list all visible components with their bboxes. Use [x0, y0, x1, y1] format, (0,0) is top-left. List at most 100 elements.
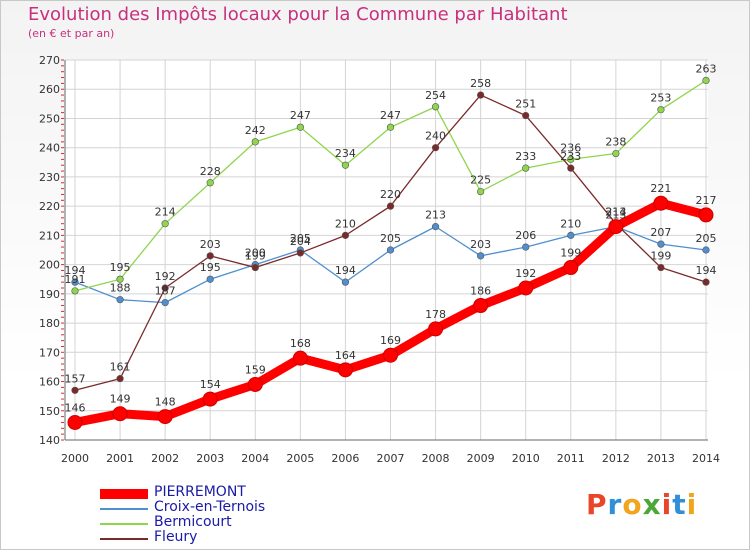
data-label: 258 [470, 77, 491, 90]
data-label: 194 [335, 264, 356, 277]
x-tick-label: 2005 [286, 452, 314, 465]
data-label: 240 [425, 130, 446, 143]
data-label: 210 [335, 217, 356, 230]
data-label: 203 [470, 238, 491, 251]
data-label: 192 [155, 270, 176, 283]
y-tick-label: 140 [39, 434, 60, 447]
legend-swatch-croix-en-ternois [100, 508, 148, 510]
x-tick-label: 2012 [602, 452, 630, 465]
data-point [292, 350, 308, 366]
data-point [251, 138, 259, 146]
data-point [612, 149, 620, 158]
data-point [702, 246, 710, 254]
data-label: 186 [470, 285, 491, 298]
data-label: 233 [560, 150, 581, 163]
data-label: 161 [110, 361, 131, 374]
data-point [522, 111, 530, 120]
y-tick-label: 210 [39, 229, 60, 242]
data-label: 199 [650, 250, 671, 263]
data-point [337, 362, 353, 378]
data-label: 251 [515, 98, 536, 111]
y-tick-label: 150 [39, 405, 60, 418]
legend-swatch-pierremont [100, 489, 148, 499]
data-point [428, 321, 444, 337]
data-point [477, 91, 485, 99]
data-label: 199 [245, 250, 266, 263]
data-point [608, 219, 624, 235]
data-label: 213 [605, 209, 626, 222]
gridlines [65, 59, 708, 441]
data-label: 233 [515, 150, 536, 163]
data-label: 157 [65, 372, 86, 385]
data-label: 247 [290, 109, 311, 122]
data-point [477, 252, 485, 260]
data-point [161, 299, 169, 307]
data-point [477, 187, 485, 196]
data-point [383, 347, 398, 363]
legend-label-pierremont: PIERREMONT [154, 484, 246, 500]
logo-letter: t [672, 488, 687, 521]
data-point [67, 414, 83, 430]
data-point [112, 406, 128, 422]
x-tick-label: 2010 [512, 452, 540, 465]
data-label: 154 [200, 378, 221, 391]
data-point [518, 280, 534, 296]
data-label: 242 [245, 124, 266, 137]
data-point [473, 298, 489, 314]
data-point [202, 391, 218, 407]
data-point [116, 296, 124, 304]
plot-area [65, 60, 708, 440]
data-point [386, 202, 395, 210]
data-point [71, 287, 79, 295]
x-tick-label: 2002 [151, 452, 179, 465]
data-point [116, 375, 124, 383]
y-tick-label: 250 [39, 112, 60, 125]
data-point [116, 275, 124, 283]
data-point [567, 164, 575, 172]
data-label: 254 [425, 89, 446, 102]
data-point [71, 386, 79, 394]
y-tick-label: 200 [39, 259, 60, 272]
data-label: 187 [155, 285, 176, 298]
data-point [657, 240, 665, 248]
x-tick-label: 2003 [196, 452, 224, 465]
proxiti-logo: Proxiti [586, 488, 697, 521]
data-label: 192 [515, 267, 536, 280]
legend-label-bermicourt: Bermicourt [154, 514, 232, 530]
data-label: 210 [560, 217, 581, 230]
logo-letter: i [661, 488, 673, 521]
data-point [657, 106, 665, 114]
data-label: 195 [200, 261, 221, 274]
data-point [341, 231, 350, 239]
data-point [522, 164, 530, 172]
x-tick-label: 2007 [377, 452, 405, 465]
data-point [341, 278, 350, 286]
y-tick-label: 180 [39, 317, 60, 330]
data-label: 168 [290, 337, 311, 350]
data-label: 169 [380, 334, 401, 347]
data-label: 195 [110, 261, 131, 274]
data-point [296, 249, 304, 257]
data-point [563, 260, 579, 276]
chart-title: Evolution des Impôts locaux pour la Comm… [28, 4, 568, 25]
y-tick-label: 190 [39, 288, 60, 301]
y-tick-label: 220 [39, 200, 60, 213]
data-point [206, 179, 214, 187]
data-label: 213 [605, 206, 626, 219]
data-label: 194 [65, 264, 86, 277]
data-label: 247 [380, 109, 401, 122]
data-point [431, 144, 440, 152]
data-label: 205 [290, 232, 311, 245]
data-label: 238 [605, 136, 626, 149]
data-label: 188 [110, 282, 131, 295]
x-tick-label: 2011 [557, 452, 585, 465]
data-label: 214 [155, 206, 176, 219]
data-label: 225 [470, 174, 491, 187]
data-label: 253 [650, 92, 671, 105]
y-tick-label: 160 [39, 376, 60, 389]
legend-swatch-fleury [100, 538, 148, 540]
legend-label-croix-en-ternois: Croix-en-Ternois [154, 499, 266, 515]
x-tick-label: 2008 [422, 452, 450, 465]
data-label: 200 [245, 247, 266, 260]
